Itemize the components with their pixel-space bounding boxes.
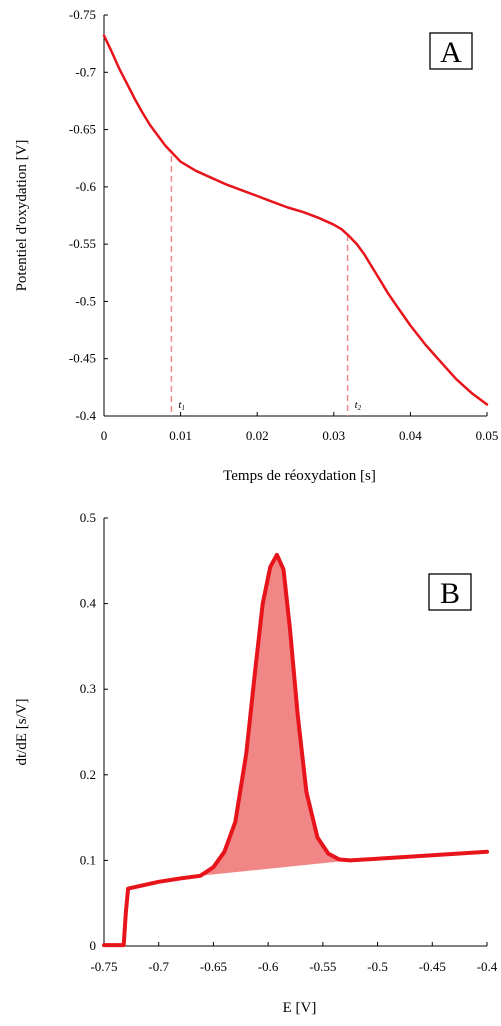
- x-tick-label: -0.55: [309, 959, 336, 974]
- y-tick-label: -0.45: [69, 351, 96, 366]
- series-line-1: [102, 34, 489, 406]
- x-tick-label: -0.75: [90, 959, 117, 974]
- y-tick-label: 0.4: [80, 596, 97, 611]
- y-tick-label: 0.2: [80, 767, 96, 782]
- y-tick-label: 0.1: [80, 852, 96, 867]
- y-tick-label: -0.6: [75, 179, 96, 194]
- y-tick-label: -0.4: [75, 408, 96, 423]
- x-tick-label: 0: [101, 428, 108, 443]
- x-tick-label: 0.04: [399, 428, 422, 443]
- panel-label-box: [429, 32, 473, 70]
- x-tick-label: 0.03: [322, 428, 345, 443]
- x-tick-label: 0.05: [476, 428, 499, 443]
- x-tick-label: -0.65: [200, 959, 227, 974]
- y-axis-title: dt/dE [s/V]: [14, 698, 30, 765]
- marker-label-t2: t2: [355, 399, 362, 412]
- y-tick-label: 0.5: [80, 510, 96, 525]
- x-axis-title: Temps de réoxydation [s]: [223, 468, 376, 484]
- chart-panel-a: 0 0.01 0.02 0.03 0.04 0.05 -0.75 -0.7 -0.65 -0.6 -…: [14, 7, 498, 484]
- x-tick-label: -0.4: [477, 959, 498, 974]
- marker-label-t1: t1: [178, 399, 185, 412]
- y-axis-title: Potentiel d'oxydation [V]: [14, 140, 30, 292]
- chart-panel-b: -0.75 -0.7 -0.65 -0.6 -0.55 -0.5 -0.45 -0.4 0 0.1…: [14, 510, 498, 1016]
- y-tick-label: -0.75: [69, 7, 96, 22]
- series-line-1: [102, 552, 489, 948]
- shaded-peak-area: [200, 554, 351, 876]
- y-tick-label: 0: [90, 938, 97, 953]
- x-tick-label: 0.02: [246, 428, 269, 443]
- x-tick-label: 0.01: [169, 428, 192, 443]
- panel-label-box: [428, 573, 472, 611]
- y-tick-label: -0.5: [75, 293, 96, 308]
- y-tick-label: 0.3: [80, 681, 96, 696]
- x-tick-label: -0.5: [367, 959, 388, 974]
- panel-label-letter: B: [440, 577, 460, 610]
- y-tick-label: -0.55: [69, 236, 96, 251]
- panel-label-letter: A: [440, 36, 462, 69]
- x-axis-title: E [V]: [283, 1000, 317, 1016]
- x-tick-label: -0.45: [419, 959, 446, 974]
- y-tick-label: -0.7: [75, 64, 96, 79]
- y-tick-label: -0.65: [69, 122, 96, 137]
- x-tick-label: -0.6: [258, 959, 279, 974]
- x-tick-label: -0.7: [148, 959, 169, 974]
